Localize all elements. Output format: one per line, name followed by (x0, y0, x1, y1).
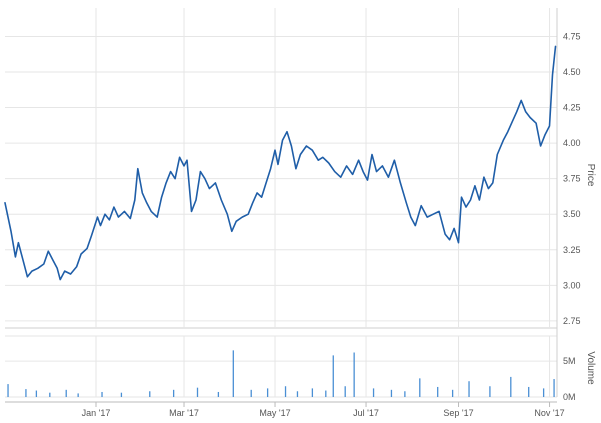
volume-bar (311, 388, 314, 397)
volume-bar (266, 388, 269, 397)
price-tick-label: 4.75 (563, 31, 581, 41)
x-tick-label: Jul '17 (353, 408, 379, 418)
volume-bar (65, 389, 67, 397)
price-tick-label: 4.50 (563, 67, 581, 77)
price-axis: 2.75 3.00 3.25 3.50 3.75 4.00 4.25 4.50 4.75 (556, 8, 581, 397)
volume-bars (7, 350, 555, 397)
price-grid (5, 8, 557, 329)
volume-bar (437, 386, 439, 397)
volume-bar (7, 384, 9, 397)
price-line-group (4, 45, 557, 281)
volume-tick-label: 5M (563, 356, 576, 366)
price-tick-label: 3.75 (563, 174, 581, 184)
volume-bar (390, 389, 393, 397)
price-tick-label: 3.25 (563, 245, 581, 255)
volume-bar (35, 390, 38, 397)
x-tick-label: Nov '17 (534, 408, 564, 418)
volume-bar (101, 391, 103, 397)
price-axis-title: Price (585, 164, 596, 187)
volume-bar (553, 379, 555, 397)
price-tick-label: 2.75 (563, 316, 581, 326)
volume-axis: 0M 5M (563, 356, 576, 402)
volume-axis-title: Volume (585, 351, 596, 385)
volume-bar (217, 391, 220, 397)
price-tick-label: 4.25 (563, 103, 581, 113)
volume-bar (451, 389, 454, 397)
volume-bar (49, 392, 51, 397)
volume-bar (120, 392, 123, 397)
x-tick-label: Sep '17 (443, 408, 473, 418)
volume-bar (372, 388, 375, 397)
x-axis: Jan '17 Mar '17 May '17 Jul '17 Sep '17 Nov '… (5, 401, 565, 418)
volume-bar (284, 386, 287, 397)
price-line (4, 45, 557, 281)
volume-tick-label: 0M (563, 392, 576, 402)
volume-bar (250, 389, 252, 397)
volume-bar (296, 391, 299, 397)
volume-bar (172, 389, 175, 397)
volume-bar (232, 350, 234, 397)
volume-bar (542, 388, 545, 397)
volume-bar (325, 390, 327, 397)
price-tick-label: 3.50 (563, 209, 581, 219)
volume-bar (404, 391, 406, 397)
volume-bar (77, 393, 79, 397)
volume-bar (149, 391, 151, 397)
volume-bar (332, 355, 334, 397)
volume-bar (353, 352, 355, 397)
volume-bar (528, 386, 530, 397)
volume-bar (25, 389, 27, 397)
volume-bar (344, 386, 346, 397)
volume-grid (5, 335, 557, 398)
x-tick-label: Mar '17 (169, 408, 199, 418)
price-tick-label: 4.00 (563, 138, 581, 148)
x-tick-label: May '17 (259, 408, 290, 418)
price-tick-label: 3.00 (563, 280, 581, 290)
volume-bar (196, 387, 199, 397)
volume-bar (419, 378, 421, 397)
volume-bar (468, 381, 470, 397)
volume-bar (489, 386, 491, 397)
x-tick-label: Jan '17 (82, 408, 111, 418)
volume-bar (510, 376, 512, 397)
